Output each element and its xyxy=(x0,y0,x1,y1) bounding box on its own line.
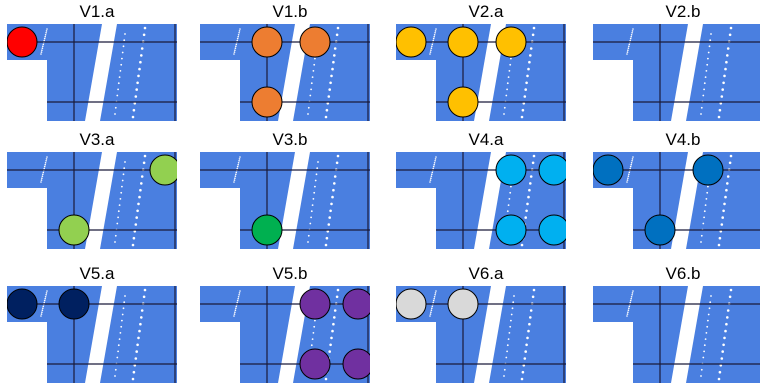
panel-title: V1.b xyxy=(272,2,308,21)
panel-title: V5.a xyxy=(79,264,115,283)
vehicle-marker xyxy=(644,214,676,246)
panel-title: V3.b xyxy=(272,130,308,149)
lane-dots xyxy=(40,154,147,247)
intersection-map xyxy=(593,286,760,383)
vehicle-marker xyxy=(299,26,331,58)
lane-dots xyxy=(626,26,733,119)
lane-band xyxy=(85,24,117,121)
lane-dots xyxy=(40,26,147,119)
cutout-region xyxy=(593,322,633,383)
cutout-region xyxy=(396,60,436,121)
intersection-map xyxy=(7,286,177,383)
panel: V4.b xyxy=(593,128,760,255)
vehicle-marker xyxy=(342,348,370,380)
panel: V2.a xyxy=(396,0,576,127)
intersection-map xyxy=(593,24,760,121)
panel: V5.a xyxy=(7,262,187,389)
cutout-region xyxy=(396,188,436,249)
lane-band xyxy=(671,24,703,121)
lane-dots xyxy=(626,154,733,247)
vehicle-marker xyxy=(7,288,38,320)
panel-title: V4.a xyxy=(468,130,504,149)
vehicle-marker xyxy=(538,214,566,246)
vehicle-marker xyxy=(447,288,479,320)
vehicle-marker xyxy=(149,154,177,186)
intersection-map xyxy=(7,24,177,121)
cutout-region xyxy=(200,60,240,121)
intersection-map xyxy=(7,152,177,249)
panel: V6.a xyxy=(396,262,576,389)
lane-band xyxy=(278,152,310,249)
panel-title: V2.a xyxy=(468,2,504,21)
intersection-map xyxy=(593,152,760,249)
vehicle-marker xyxy=(495,154,527,186)
cutout-region xyxy=(7,188,47,249)
vehicle-marker xyxy=(342,288,370,320)
cutout-region xyxy=(7,322,47,383)
panel-title: V6.b xyxy=(665,264,701,283)
panel-title: V4.b xyxy=(665,130,701,149)
vehicle-marker xyxy=(396,288,427,320)
cutout-region xyxy=(593,60,633,121)
panel: V4.a xyxy=(396,128,576,255)
panel: V2.b xyxy=(593,0,760,127)
panel-title: V1.a xyxy=(79,2,115,21)
cutout-region xyxy=(7,60,47,121)
vehicle-marker xyxy=(251,86,283,118)
intersection-map xyxy=(200,24,370,121)
cutout-region xyxy=(200,188,240,249)
panel: V6.b xyxy=(593,262,760,389)
lane-dots xyxy=(429,288,536,381)
vehicle-marker xyxy=(538,154,566,186)
panel-title: V5.b xyxy=(272,264,308,283)
lane-dots xyxy=(233,26,340,119)
panel: V5.b xyxy=(200,262,380,389)
vehicle-marker xyxy=(396,26,427,58)
cutout-region xyxy=(593,188,633,249)
vehicle-marker xyxy=(495,26,527,58)
panel: V3.a xyxy=(7,128,187,255)
lane-band xyxy=(85,152,117,249)
vehicle-marker xyxy=(7,26,38,58)
lane-band xyxy=(671,286,703,383)
vehicle-marker xyxy=(692,154,724,186)
cutout-region xyxy=(200,322,240,383)
vehicle-marker xyxy=(447,26,479,58)
lane-band xyxy=(85,286,117,383)
lane-dots xyxy=(233,154,340,247)
panel: V1.b xyxy=(200,0,380,127)
vehicle-marker xyxy=(447,86,479,118)
intersection-map xyxy=(200,286,370,383)
vehicle-marker xyxy=(251,214,283,246)
vehicle-marker xyxy=(58,214,90,246)
lane-band xyxy=(474,286,506,383)
panel-title: V3.a xyxy=(79,130,115,149)
vehicle-marker xyxy=(251,26,283,58)
intersection-map xyxy=(396,152,566,249)
intersection-map xyxy=(396,286,566,383)
vehicle-marker xyxy=(299,288,331,320)
panel: V1.a xyxy=(7,0,187,127)
vehicle-marker xyxy=(58,288,90,320)
panel: V3.b xyxy=(200,128,380,255)
vehicle-marker xyxy=(593,154,624,186)
cutout-region xyxy=(396,322,436,383)
intersection-map xyxy=(200,152,370,249)
vehicle-marker xyxy=(299,348,331,380)
panel-title: V6.a xyxy=(468,264,504,283)
panel-title: V2.b xyxy=(665,2,701,21)
vehicle-marker xyxy=(495,214,527,246)
intersection-map xyxy=(396,24,566,121)
